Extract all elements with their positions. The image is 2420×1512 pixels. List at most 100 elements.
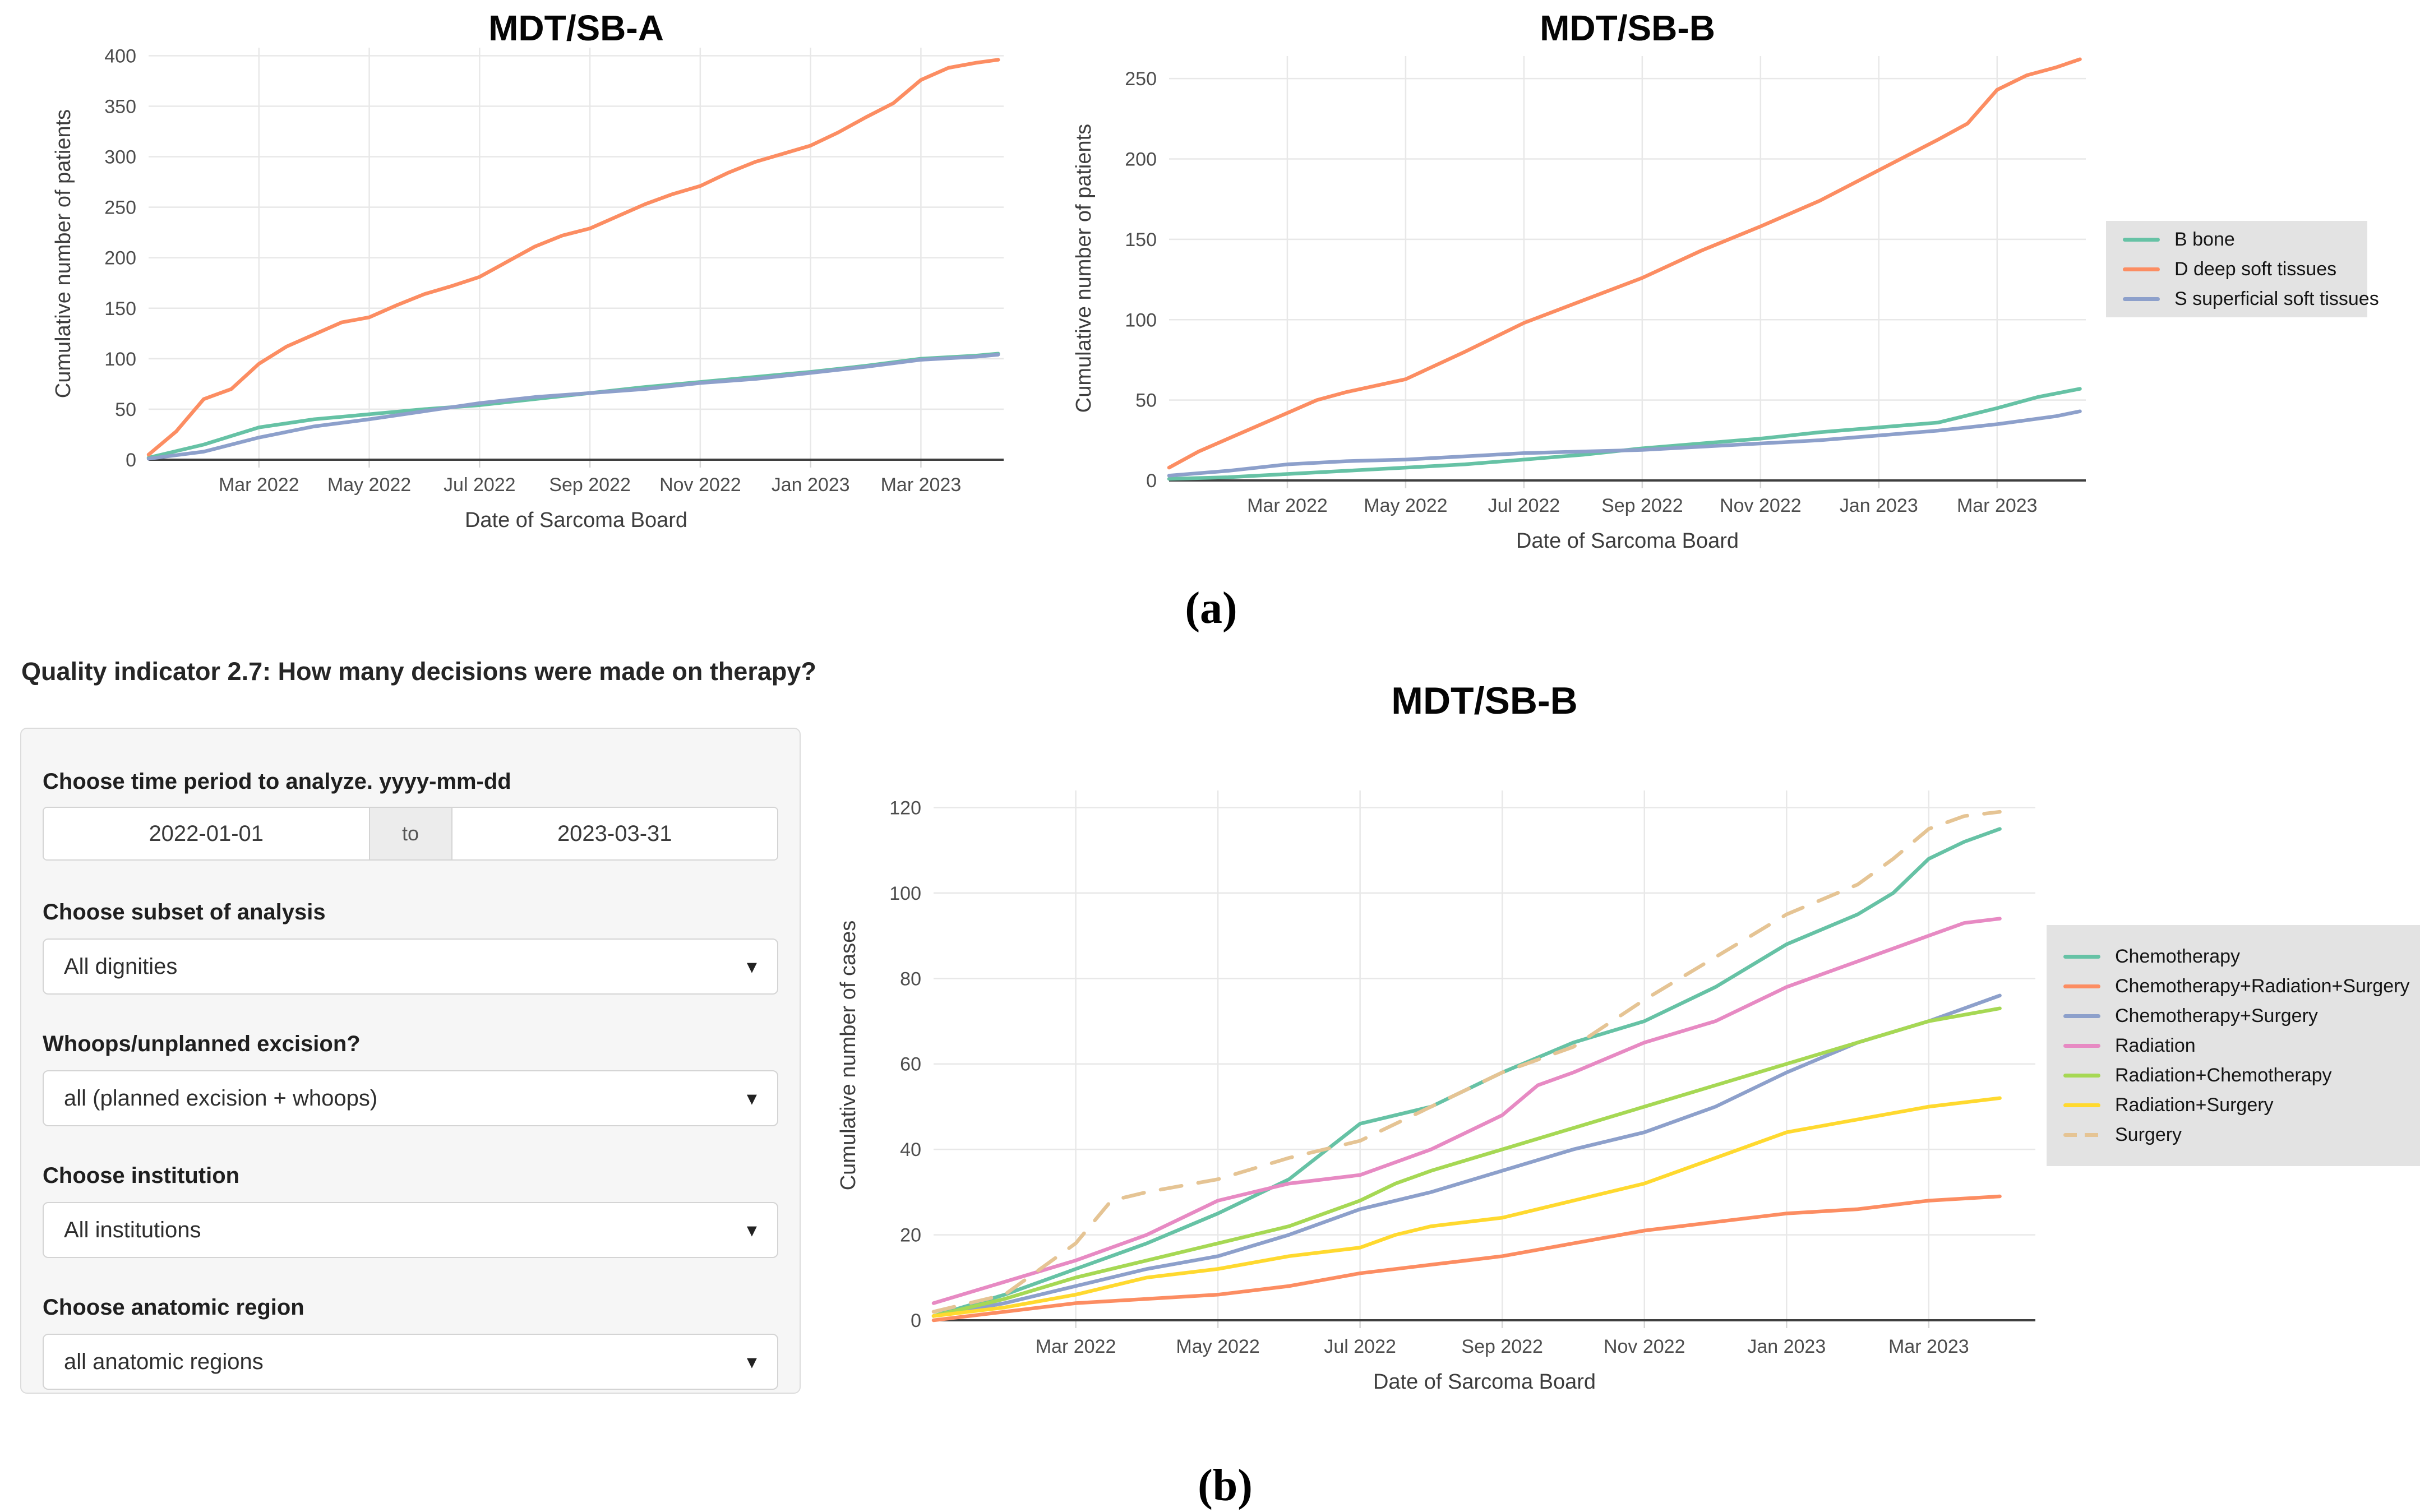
date-to-input[interactable]: 2023-03-31	[452, 808, 777, 859]
x-axis-label: Date of Sarcoma Board	[465, 508, 687, 532]
subset-label: Choose subset of analysis	[43, 900, 326, 924]
legend-label: Radiation+Surgery	[2115, 1094, 2274, 1116]
series-line-d-deep-soft-tissues	[1167, 57, 2082, 470]
legend-line-swatch	[2123, 237, 2160, 242]
x-tick-label: Jul 2022	[1324, 1336, 1396, 1357]
whoops-select-value: all (planned excision + whoops)	[64, 1085, 378, 1111]
y-tick-label: 0	[911, 1310, 921, 1331]
legend-line-swatch	[2063, 1014, 2100, 1018]
y-tick-label: 300	[104, 147, 136, 168]
x-tick-label: Nov 2022	[1720, 495, 1802, 516]
chart-title: MDT/SB-A	[488, 8, 664, 48]
legend-dignity: B bone D deep soft tissues S superficial s…	[2106, 221, 2379, 317]
chevron-down-icon: ▾	[746, 1218, 757, 1241]
y-tick-label: 20	[900, 1225, 921, 1246]
legend-item-d-deep-soft-tissues: D deep soft tissues	[2123, 258, 2350, 280]
legend-item-chemotherapy-radiation-surgery: Chemotherapy+Radiation+Surgery	[2063, 975, 2409, 997]
panel-label-b: (b)	[1198, 1461, 1253, 1510]
series-line-radiation-surgery	[931, 1096, 2002, 1318]
series-line-b-bone	[1167, 387, 2082, 481]
chart-mdt-sb-b-therapy: 0 20 40 60 80 100 120 Mar 2022 May 2022 Jul 2022 S…	[837, 679, 2035, 1394]
legend-therapy: Chemotherapy Chemotherapy+Radiation+Surge…	[2047, 925, 2420, 1166]
y-axis-label: Cumulative number of patients	[52, 109, 75, 398]
y-tick-label: 80	[900, 968, 921, 989]
legend-line-swatch	[2063, 984, 2100, 988]
x-tick-label: Jul 2022	[444, 474, 516, 496]
subset-select[interactable]: All dignities ▾	[43, 938, 778, 995]
y-tick-label: 0	[1146, 470, 1157, 492]
y-tick-label: 100	[889, 883, 921, 904]
chevron-down-icon: ▾	[746, 1350, 757, 1373]
subset-select-value: All dignities	[64, 954, 178, 979]
x-tick-label: Mar 2022	[1247, 495, 1328, 516]
date-from-input[interactable]: 2022-01-01	[44, 808, 369, 859]
x-tick-label: Jan 2023	[1747, 1336, 1826, 1357]
institution-label: Choose institution	[43, 1163, 240, 1188]
series-line-chemotherapy	[931, 827, 2002, 1318]
y-tick-label: 120	[889, 797, 921, 819]
spacer	[43, 861, 778, 900]
series-line-s-superficial-soft-tissues	[146, 353, 1000, 461]
legend-item-surgery: Surgery	[2063, 1124, 2403, 1146]
series-line-d-deep-soft-tissues	[146, 58, 1000, 457]
legend-label: S superficial soft tissues	[2174, 288, 2379, 309]
legend-item-s-superficial-soft-tissues: S superficial soft tissues	[2123, 288, 2379, 310]
chevron-down-icon: ▾	[746, 955, 757, 978]
y-tick-label: 0	[126, 450, 136, 471]
legend-item-radiation: Radiation	[2063, 1035, 2403, 1057]
legend-line-swatch	[2063, 1103, 2100, 1107]
legend-item-radiation-surgery: Radiation+Surgery	[2063, 1094, 2403, 1116]
legend-item-chemotherapy: Chemotherapy	[2063, 946, 2403, 968]
legend-item-chemotherapy-surgery: Chemotherapy+Surgery	[2063, 1005, 2403, 1027]
institution-select[interactable]: All institutions ▾	[43, 1202, 778, 1258]
legend-label: Chemotherapy+Surgery	[2115, 1005, 2318, 1027]
series-line-radiation-chemotherapy	[931, 1006, 2002, 1318]
legend-line-swatch	[2123, 267, 2160, 271]
y-tick-label: 200	[104, 248, 136, 269]
y-tick-label: 150	[1125, 229, 1157, 251]
legend-label: Chemotherapy+Radiation+Surgery	[2115, 975, 2410, 997]
x-tick-label: Mar 2022	[1036, 1336, 1116, 1357]
date-range-separator: to	[368, 808, 452, 859]
legend-label: Surgery	[2115, 1123, 2182, 1145]
chart-title: MDT/SB-B	[1391, 679, 1577, 722]
spacer	[43, 995, 778, 1032]
legend-label: Chemotherapy	[2115, 945, 2241, 967]
x-tick-label: May 2022	[1364, 495, 1447, 516]
x-tick-label: Nov 2022	[1604, 1336, 1685, 1357]
y-tick-label: 150	[104, 298, 136, 320]
series-line-radiation	[931, 917, 2002, 1305]
series-line-surgery	[931, 810, 2002, 1314]
series-line-b-bone	[146, 352, 1000, 460]
spacer	[43, 1126, 778, 1163]
question-title: Quality indicator 2.7: How many decision…	[21, 657, 816, 686]
x-tick-label: Nov 2022	[659, 474, 741, 496]
y-axis-label: Cumulative number of cases	[837, 921, 860, 1191]
x-tick-label: Mar 2022	[219, 474, 299, 496]
x-tick-label: May 2022	[327, 474, 411, 496]
anatomic-select[interactable]: all anatomic regions ▾	[43, 1334, 778, 1390]
y-tick-label: 400	[104, 45, 136, 67]
chevron-down-icon: ▾	[746, 1086, 757, 1109]
y-tick-label: 50	[1135, 390, 1157, 411]
y-tick-label: 350	[104, 96, 136, 117]
chart-mdt-sb-a: 0 50 100 150 200 250 300 350 400 Mar 2022 May 2022…	[52, 8, 1004, 532]
legend-line-swatch	[2123, 297, 2160, 301]
legend-line-swatch	[2063, 1043, 2100, 1048]
institution-select-value: All institutions	[64, 1217, 201, 1242]
legend-label: Radiation	[2115, 1034, 2196, 1056]
chart-title: MDT/SB-B	[1540, 8, 1715, 48]
legend-label: B bone	[2174, 228, 2235, 250]
x-axis-label: Date of Sarcoma Board	[1373, 1370, 1596, 1394]
date-range-group: 2022-01-01 to 2023-03-31	[43, 807, 778, 861]
y-tick-label: 40	[900, 1139, 921, 1160]
y-tick-label: 60	[900, 1054, 921, 1075]
series-line-chemotherapy-radiation-surgery	[931, 1194, 2002, 1323]
anatomic-label: Choose anatomic region	[43, 1295, 304, 1320]
x-tick-label: Sep 2022	[1461, 1336, 1543, 1357]
legend-line-swatch	[2063, 1073, 2100, 1078]
whoops-select[interactable]: all (planned excision + whoops) ▾	[43, 1070, 778, 1126]
filter-panel: Choose time period to analyze. yyyy-mm-d…	[20, 728, 801, 1394]
legend-line-swatch	[2063, 954, 2100, 959]
